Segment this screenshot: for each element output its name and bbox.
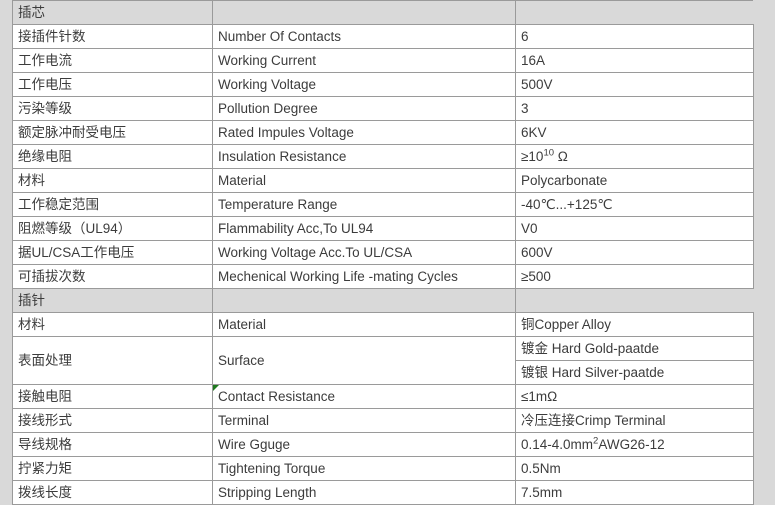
table-row: 可插拔次数 Mechenical Working Life -mating Cy… (12, 264, 754, 289)
row-label-en: Stripping Length (212, 480, 516, 505)
row-value: ≤1mΩ (515, 384, 754, 409)
value-exponent: 2 (593, 435, 599, 446)
row-label-cn: 据UL/CSA工作电压 (12, 240, 213, 265)
section-title-value (515, 0, 754, 25)
row-label-cn: 工作电流 (12, 48, 213, 73)
row-label-cn: 工作电压 (12, 72, 213, 97)
row-label-cn: 表面处理 (12, 336, 213, 385)
row-label-en: Contact Resistance (212, 384, 516, 409)
row-label-en: Working Current (212, 48, 516, 73)
table-row: 导线规格 Wire Gguge 0.14-4.0mm2AWG26-12 (12, 432, 754, 457)
row-value: ≥1010 Ω (515, 144, 754, 169)
row-value: 600V (515, 240, 754, 265)
table-row: 拨线长度 Stripping Length 7.5mm (12, 480, 754, 505)
row-value: 6KV (515, 120, 754, 145)
row-label-en: Material (212, 168, 516, 193)
row-value: 16A (515, 48, 754, 73)
row-value: V0 (515, 216, 754, 241)
row-label-cn: 阻燃等级（UL94） (12, 216, 213, 241)
row-label-cn: 额定脉冲耐受电压 (12, 120, 213, 145)
row-label-cn: 拧紧力矩 (12, 456, 213, 481)
value-unit: Ω (554, 148, 568, 164)
row-value: 6 (515, 24, 754, 49)
row-label-en: Wire Gguge (212, 432, 516, 457)
row-value: -40℃...+125℃ (515, 192, 754, 217)
row-label-en: Flammability Acc,To UL94 (212, 216, 516, 241)
table-row: 表面处理 Surface 镀金 Hard Gold-paatde (12, 336, 754, 385)
row-label-cn: 材料 (12, 168, 213, 193)
table-row: 工作稳定范围 Temperature Range -40℃...+125℃ (12, 192, 754, 217)
row-label-en: Mechenical Working Life -mating Cycles (212, 264, 516, 289)
row-label-en: Temperature Range (212, 192, 516, 217)
row-label-en: Material (212, 312, 516, 337)
row-label-cn: 拨线长度 (12, 480, 213, 505)
row-label-en: Terminal (212, 408, 516, 433)
specification-table: 插芯 接插件针数 Number Of Contacts 6 工作电流 Worki… (12, 0, 754, 505)
row-label-en: Rated Impules Voltage (212, 120, 516, 145)
table-row: 材料 Material Polycarbonate (12, 168, 754, 193)
section-title-cn: 插芯 (12, 0, 213, 25)
section-title-value (515, 288, 754, 313)
table-row: 拧紧力矩 Tightening Torque 0.5Nm (12, 456, 754, 481)
table-row: 污染等级 Pollution Degree 3 (12, 96, 754, 121)
row-label-en: Tightening Torque (212, 456, 516, 481)
spreadsheet-canvas: 插芯 接插件针数 Number Of Contacts 6 工作电流 Worki… (12, 0, 754, 505)
row-value-gold: 镀金 Hard Gold-paatde (515, 336, 754, 361)
row-label-en: Working Voltage Acc.To UL/CSA (212, 240, 516, 265)
table-row: 接触电阻 Contact Resistance ≤1mΩ (12, 384, 754, 409)
section-title-en (212, 288, 516, 313)
comment-marker-icon (213, 385, 219, 391)
table-row: 工作电压 Working Voltage 500V (12, 72, 754, 97)
table-row: 绝缘电阻 Insulation Resistance ≥1010 Ω (12, 144, 754, 169)
row-value: 7.5mm (515, 480, 754, 505)
row-value: 0.14-4.0mm2AWG26-12 (515, 432, 754, 457)
section-header-row: 插芯 (12, 0, 754, 25)
section-header-row: 插针 (12, 288, 754, 313)
row-value: Polycarbonate (515, 168, 754, 193)
table-row: 据UL/CSA工作电压 Working Voltage Acc.To UL/CS… (12, 240, 754, 265)
table-row: 接线形式 Terminal 冷压连接Crimp Terminal (12, 408, 754, 433)
row-value: 铜Copper Alloy (515, 312, 754, 337)
row-label-cn: 材料 (12, 312, 213, 337)
table-body: 插芯 接插件针数 Number Of Contacts 6 工作电流 Worki… (12, 0, 754, 505)
row-value: 3 (515, 96, 754, 121)
row-label-cn: 污染等级 (12, 96, 213, 121)
row-label-en: Surface (212, 336, 516, 385)
row-value: 0.5Nm (515, 456, 754, 481)
row-value: ≥500 (515, 264, 754, 289)
row-label-cn: 接插件针数 (12, 24, 213, 49)
value-base: ≥10 (521, 148, 544, 164)
row-label-cn: 接线形式 (12, 408, 213, 433)
row-label-en: Pollution Degree (212, 96, 516, 121)
section-title-en (212, 0, 516, 25)
table-row: 工作电流 Working Current 16A (12, 48, 754, 73)
value-base: 0.14-4.0mm (521, 436, 594, 452)
row-value: 冷压连接Crimp Terminal (515, 408, 754, 433)
row-label-cn: 可插拔次数 (12, 264, 213, 289)
row-label-en-text: Contact Resistance (218, 388, 336, 404)
row-label-cn: 绝缘电阻 (12, 144, 213, 169)
value-exponent: 10 (543, 147, 555, 158)
row-value: 500V (515, 72, 754, 97)
table-row: 额定脉冲耐受电压 Rated Impules Voltage 6KV (12, 120, 754, 145)
table-row: 阻燃等级（UL94） Flammability Acc,To UL94 V0 (12, 216, 754, 241)
section-title-cn: 插针 (12, 288, 213, 313)
row-label-en: Insulation Resistance (212, 144, 516, 169)
value-unit: AWG26-12 (598, 436, 665, 452)
row-label-cn: 工作稳定范围 (12, 192, 213, 217)
row-label-cn: 接触电阻 (12, 384, 213, 409)
table-row: 镀银 Hard Silver-paatde (13, 360, 754, 385)
table-row: 材料 Material 铜Copper Alloy (12, 312, 754, 337)
table-row: 接插件针数 Number Of Contacts 6 (12, 24, 754, 49)
row-label-en: Number Of Contacts (212, 24, 516, 49)
row-label-cn: 导线规格 (12, 432, 213, 457)
row-value-silver: 镀银 Hard Silver-paatde (515, 360, 754, 385)
row-label-en: Working Voltage (212, 72, 516, 97)
